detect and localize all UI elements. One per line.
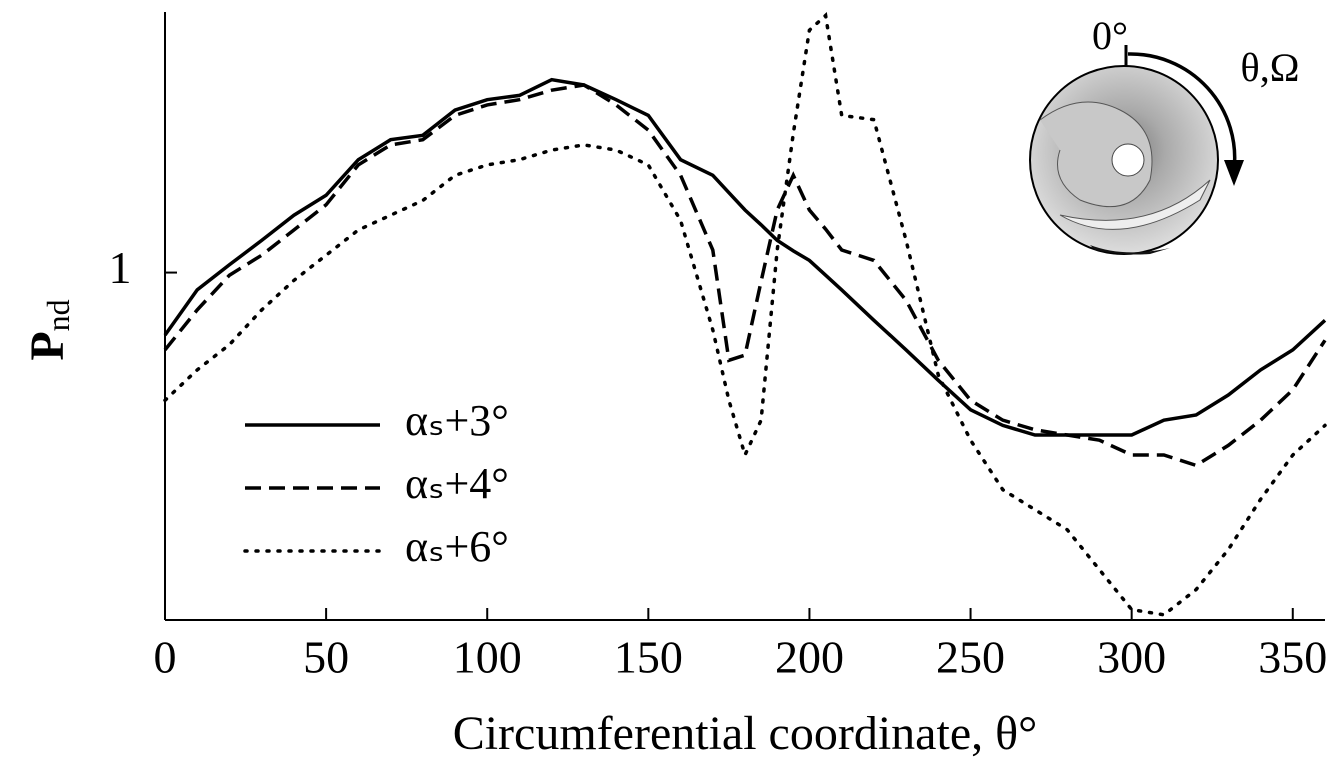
legend-label: αₛ+3° <box>405 396 509 445</box>
x-tick-label: 250 <box>936 632 1005 683</box>
y-tick-label: 1 <box>109 242 132 293</box>
inset-diagram <box>1029 45 1244 255</box>
annotation: θ,Ω <box>1241 45 1300 90</box>
x-axis-label: Circumferential coordinate, θ° <box>453 707 1038 760</box>
x-tick-label: 350 <box>1258 632 1327 683</box>
line-series <box>163 12 1327 617</box>
x-tick-label: 50 <box>303 632 349 683</box>
line-series <box>163 83 1327 468</box>
x-tick-label: 0 <box>154 632 177 683</box>
line-series <box>163 77 1327 437</box>
x-tick-label: 150 <box>614 632 683 683</box>
legend-label: αₛ+6° <box>405 522 509 571</box>
x-tick-label: 300 <box>1097 632 1166 683</box>
x-tick-label: 200 <box>775 632 844 683</box>
legend-label: αₛ+4° <box>405 459 509 508</box>
x-tick-label: 100 <box>453 632 522 683</box>
annotation: 0° <box>1092 13 1128 58</box>
y-axis-label: Pnd <box>21 299 76 360</box>
